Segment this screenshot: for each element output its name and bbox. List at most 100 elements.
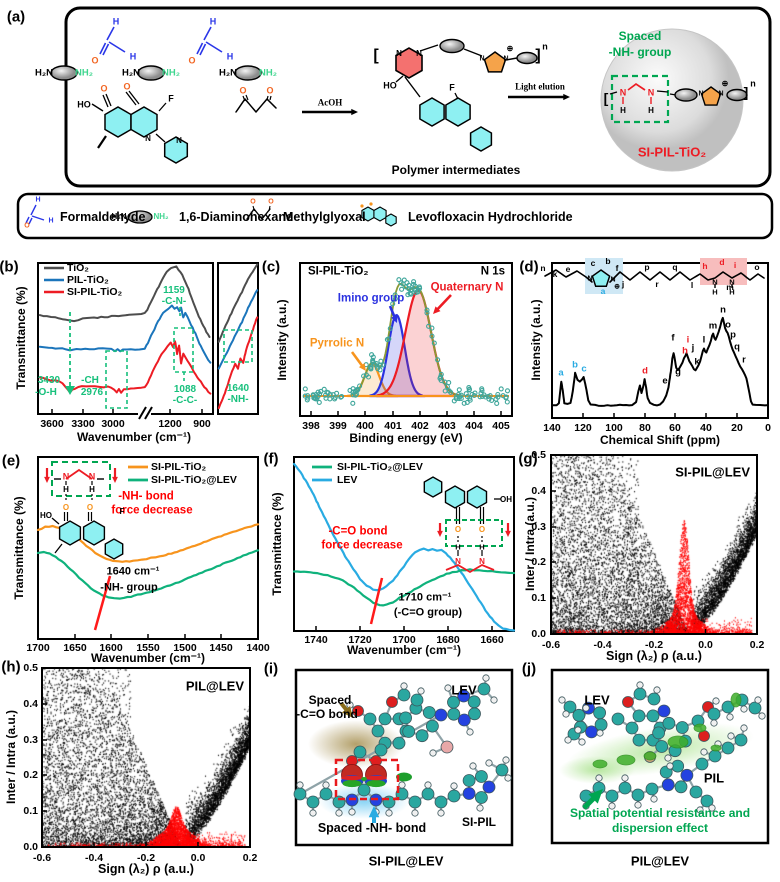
tick-label: 1550 (136, 642, 160, 654)
tick-label: 1720 (348, 634, 372, 646)
tick-label: 400 (356, 420, 374, 432)
tick-label: 405 (492, 420, 510, 432)
nmr-peak-label: b (572, 360, 578, 371)
nmr-peak-label: d (642, 366, 648, 377)
tick-label: 0.3 (23, 734, 38, 746)
tick-label: 0.0 (23, 841, 38, 853)
plot-frame-b (37, 262, 214, 415)
panel-i-art (293, 674, 512, 823)
tick-label: 398 (302, 420, 320, 432)
panel-c-chart (302, 277, 511, 406)
tick-label: 40 (700, 422, 712, 434)
tick-label: 1400 (246, 642, 270, 654)
plot-frame-d (551, 262, 769, 419)
tick-label: -0.4 (593, 639, 611, 651)
tick-label: 1700 (392, 634, 416, 646)
nci-scatter-canvas-h (42, 668, 250, 847)
tick-label: 1450 (209, 642, 233, 654)
tick-label: 3600 (40, 418, 64, 430)
panel-a-art (25, 26, 748, 227)
highlight-box (51, 461, 111, 497)
ftir-curve-SI-PIL-TiO₂@LEV (36, 549, 260, 600)
tick-label: 1600 (99, 642, 123, 654)
tick-label: 1680 (436, 634, 460, 646)
nmr-peak-label: h (682, 346, 688, 357)
panel-e-chart (36, 461, 260, 631)
nci-scatter-canvas-g (551, 455, 757, 634)
tick-label: 3000 (101, 418, 125, 430)
ftir-curve-1 (38, 304, 212, 364)
tick-label: -0.6 (542, 639, 560, 651)
tick-label: 120 (574, 422, 592, 434)
ftir-curve-LEV (292, 462, 516, 632)
tick-label: 900 (193, 418, 211, 430)
nmr-peak-label: o (725, 320, 731, 331)
tick-label: 0.0 (531, 628, 546, 640)
tick-label: 404 (465, 420, 483, 432)
nmr-peak-label: q (734, 342, 740, 353)
tick-label: 1650 (63, 642, 87, 654)
nmr-peak-label: l (703, 335, 706, 346)
panel-j-frame (550, 668, 770, 845)
tick-label: 140 (543, 422, 561, 434)
nmr-peak-label: j (691, 343, 695, 354)
tick-label: 0.0 (698, 639, 713, 651)
ftir-curve-0 (38, 265, 211, 338)
nmr-curve (551, 316, 769, 407)
panel-f-chart (292, 462, 516, 632)
tick-label: 0.0 (191, 852, 206, 864)
plot-frame-bn (217, 262, 259, 415)
nmr-peak-label: e (662, 376, 667, 387)
reagent-legend-frame (16, 192, 774, 240)
tick-label: 0.2 (243, 852, 258, 864)
axis-ticks: 3600 3300 3000 1200 900 398 399 400 401 402 403 404… (23, 409, 771, 864)
panel-j-art (558, 681, 766, 814)
nmr-peak-label: a (558, 368, 564, 379)
plot-frame-g (550, 454, 758, 635)
tick-label: 0.2 (23, 769, 38, 781)
tick-label: 60 (669, 422, 681, 434)
tick-label: -0.2 (137, 852, 155, 864)
tick-label: 0.5 (531, 449, 546, 461)
tick-label: 1200 (158, 418, 182, 430)
nmr-peak-label: m (709, 321, 717, 332)
tick-label: 1500 (173, 642, 197, 654)
plot-frame-e (37, 456, 259, 640)
spaced-bond-box (334, 758, 400, 801)
tick-label: 0.4 (531, 485, 546, 497)
tick-label: 100 (605, 422, 623, 434)
tick-label: 399 (329, 420, 347, 432)
nmr-peak-label: f (671, 333, 675, 344)
tick-label: 3300 (71, 418, 95, 430)
highlight-box (105, 350, 128, 409)
tick-label: 403 (438, 420, 456, 432)
plot-frame-c (299, 262, 513, 417)
plot-frame-f (293, 456, 515, 632)
tick-label: 1700 (26, 642, 50, 654)
tick-label: 0 (765, 422, 771, 434)
tick-label: 20 (731, 422, 743, 434)
tick-label: 0.1 (531, 592, 546, 604)
nmr-peak-label: n (720, 305, 726, 316)
spaced-nh-box (610, 74, 670, 124)
tick-label: 0.5 (23, 662, 38, 674)
tick-label: 1660 (480, 634, 504, 646)
tick-label: 0.4 (23, 698, 38, 710)
tick-label: 402 (411, 420, 429, 432)
ftir-curve-SI-PIL-TiO₂@LEV (292, 568, 516, 607)
nmr-peak-label: c (581, 364, 586, 375)
nmr-peak-label: i (687, 335, 690, 346)
tick-label: -0.6 (33, 852, 51, 864)
highlight-box (445, 519, 503, 547)
nmr-peak-label: r (742, 355, 746, 366)
ftir-curve-2 (38, 340, 212, 395)
panel-b-chart (38, 263, 259, 420)
tick-label: 0.2 (531, 556, 546, 568)
tick-label: 0.2 (750, 639, 765, 651)
nmr-peak-label: k (694, 357, 700, 368)
tick-label: 0.3 (531, 521, 546, 533)
panel-i-frame (294, 668, 514, 847)
xps-peak-1 (369, 313, 426, 398)
